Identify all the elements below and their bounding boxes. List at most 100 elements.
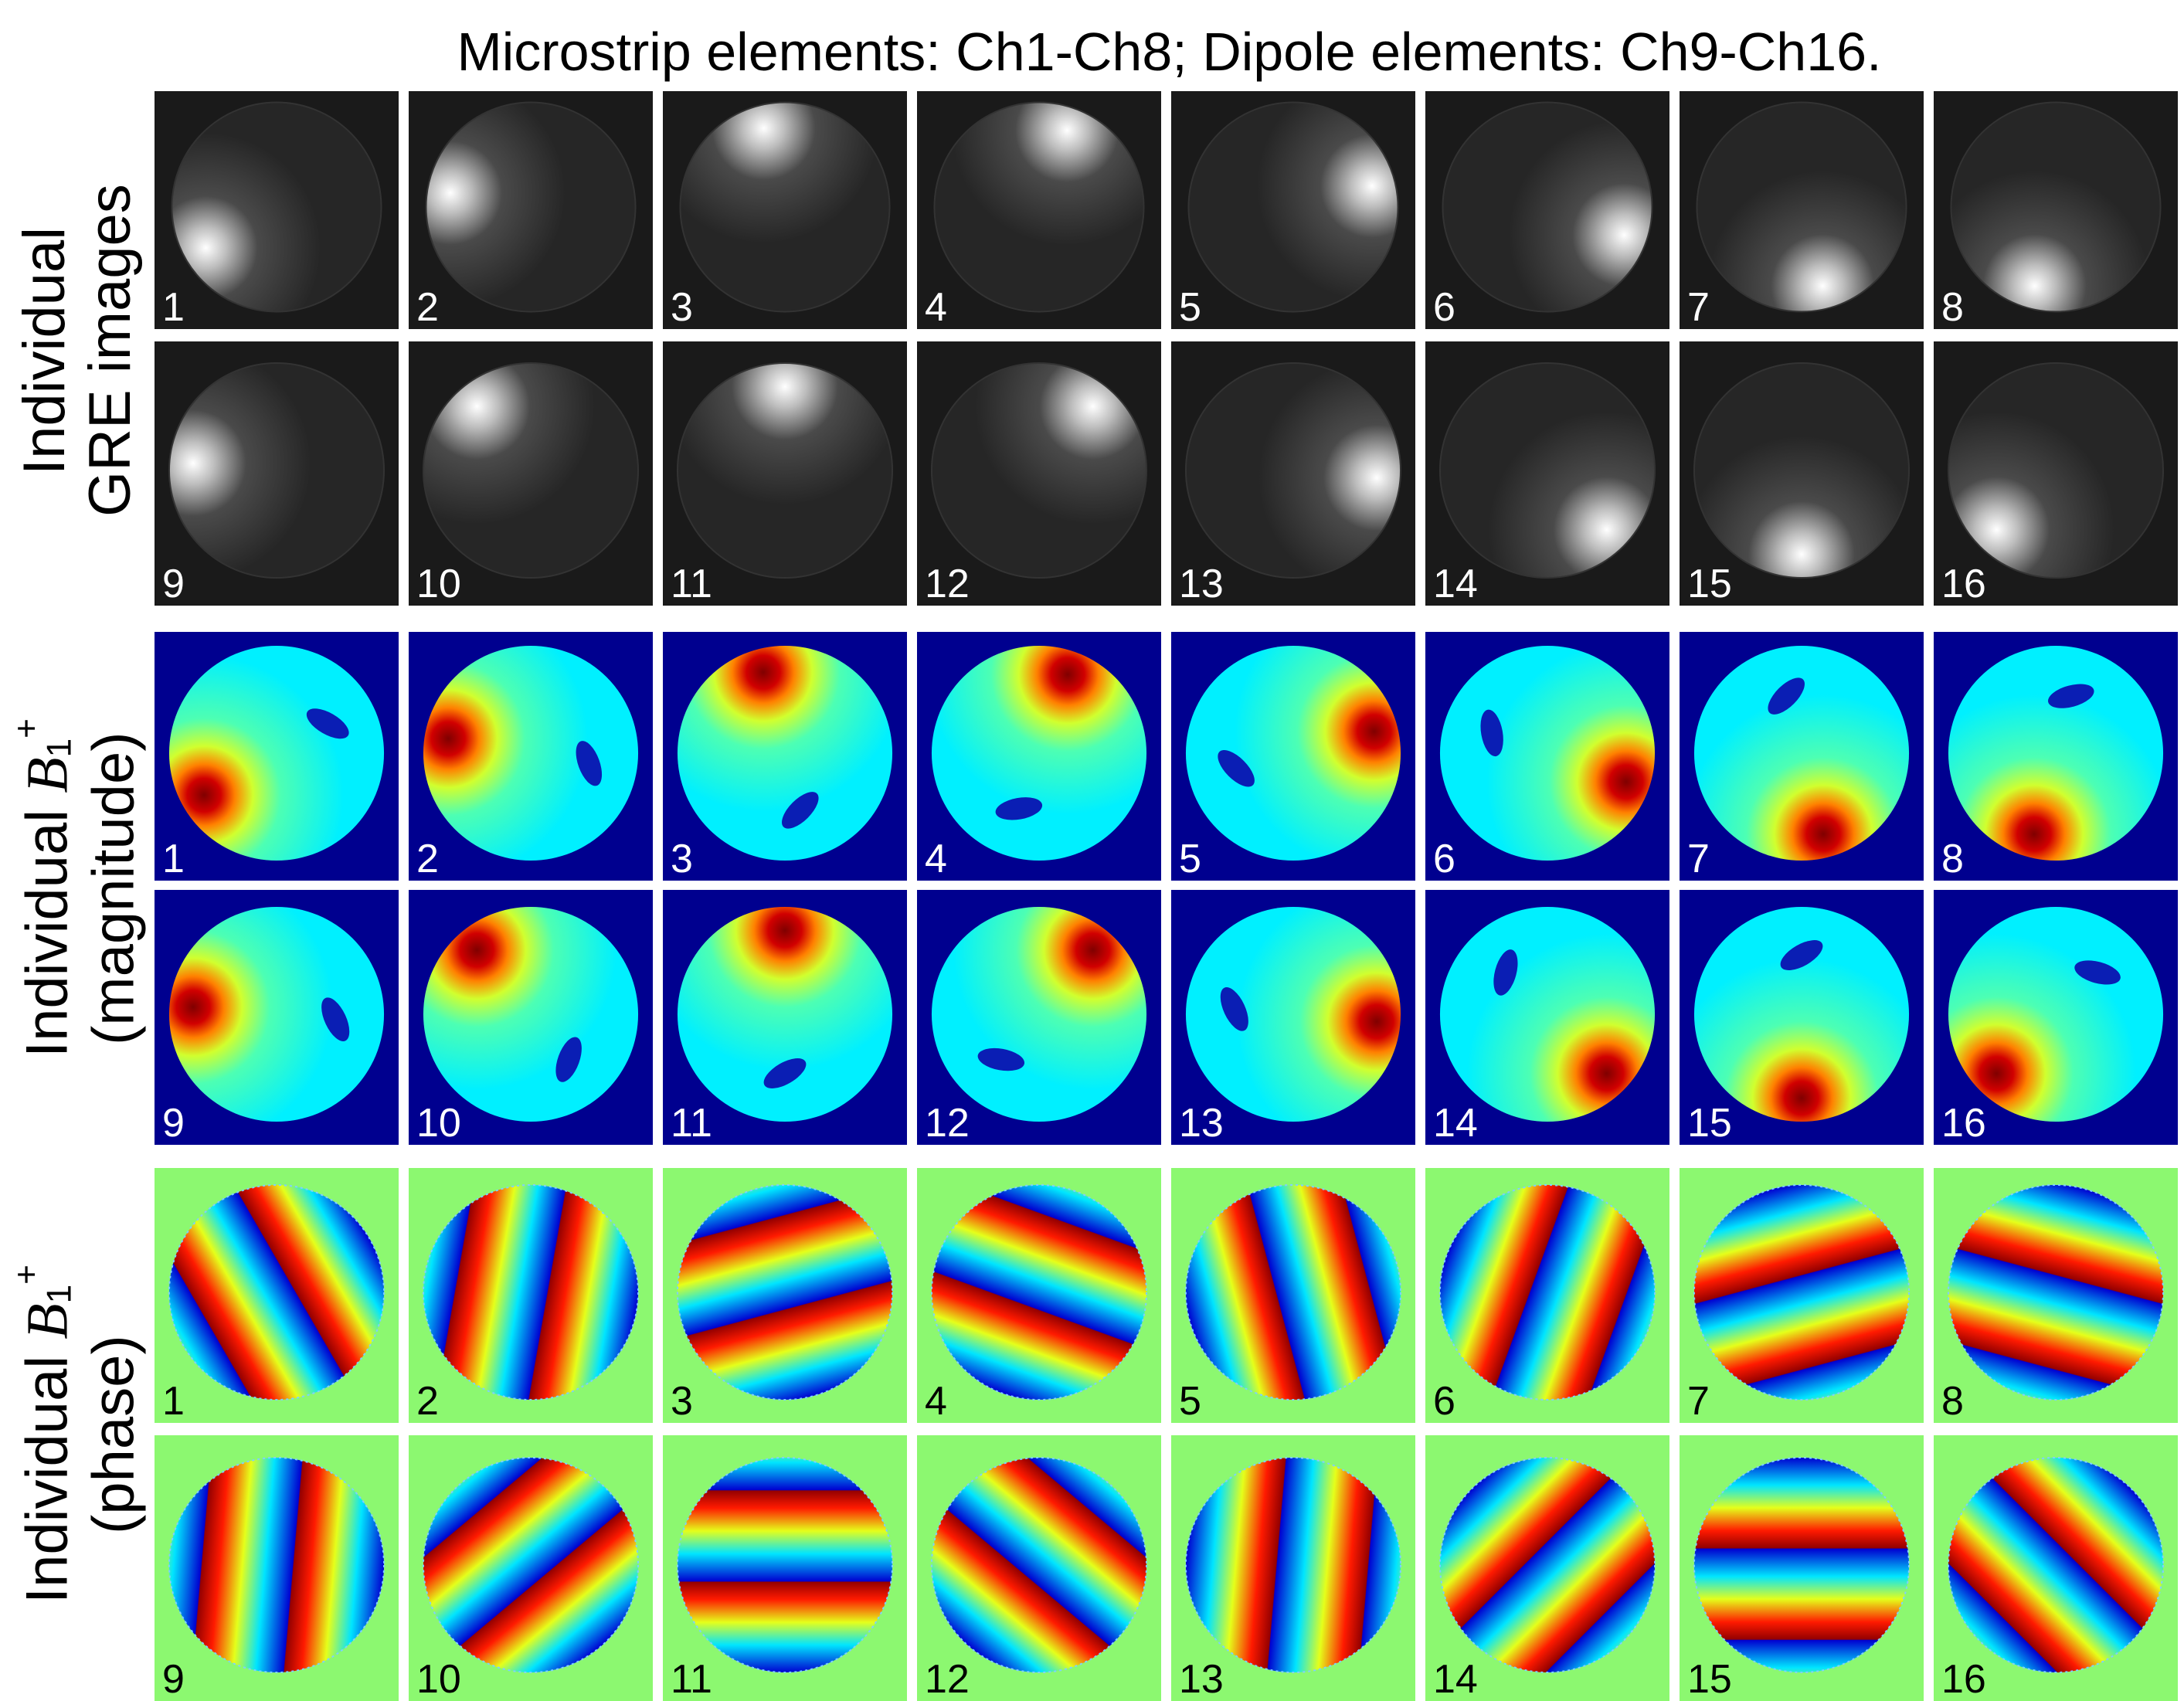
b1-magnitude-map-graphic [931,645,1147,861]
channel-number: 14 [1433,1101,1478,1145]
channel-number: 2 [416,285,439,329]
row-label-phase-sub: 1 [40,1285,79,1304]
gre-image-ch10: 10 [409,341,653,606]
b1-phase-map-graphic [422,1183,640,1401]
b1-phase-map-ch6: 6 [1425,1168,1669,1423]
gre-image-graphic [930,362,1148,579]
channel-number: 16 [1941,1101,1986,1145]
channel-number: 16 [1941,1657,1986,1701]
b1-magnitude-map-graphic [931,906,1147,1122]
b1-magnitude-map-graphic [1185,645,1401,861]
gre-image-ch15: 15 [1680,341,1924,606]
gre-image-graphic [1693,362,1911,579]
b1-magnitude-map-ch8: 8 [1934,632,2178,881]
channel-number: 9 [162,1101,185,1145]
gre-image-ch5: 5 [1171,91,1415,329]
gre-image-graphic [1187,101,1399,313]
channel-number: 4 [925,1379,947,1423]
gre-image-graphic [1442,101,1653,313]
row-label-phase: Individual B1+ (phase) [0,1168,155,1701]
channel-number: 13 [1179,1101,1224,1145]
channel-number: 10 [416,562,461,606]
b1-magnitude-map-graphic [1948,645,2164,861]
channel-number: 13 [1179,562,1224,606]
b1-phase-map-ch14: 14 [1425,1435,1669,1701]
gre-image-ch8: 8 [1934,91,2178,329]
b1-phase-map-graphic [1693,1456,1911,1674]
channel-number: 11 [671,1657,712,1701]
gre-image-graphic [168,362,386,579]
channel-number: 8 [1941,1379,1964,1423]
channel-number: 14 [1433,562,1478,606]
b1-phase-map-ch15: 15 [1680,1435,1924,1701]
channel-number: 9 [162,1657,185,1701]
gre-image-ch14: 14 [1425,341,1669,606]
channel-number: 2 [416,837,439,881]
gre-image-ch12: 12 [917,341,1161,606]
gre-image-graphic [679,101,891,313]
channel-number: 5 [1179,285,1201,329]
b1-phase-map-ch2: 2 [409,1168,653,1423]
gre-image-ch11: 11 [663,341,907,606]
b1-magnitude-map-graphic [677,645,893,861]
channel-number: 2 [416,1379,439,1423]
gre-image-graphic [422,362,640,579]
gre-image-ch2: 2 [409,91,653,329]
channel-number: 16 [1941,562,1986,606]
gre-image-ch13: 13 [1171,341,1415,606]
b1-phase-map-ch16: 16 [1934,1435,2178,1701]
b1-phase-map-graphic [168,1183,386,1401]
b1-magnitude-map-ch5: 5 [1171,632,1415,881]
gre-image-ch3: 3 [663,91,907,329]
channel-number: 4 [925,285,947,329]
gre-image-graphic [425,101,637,313]
channel-number: 7 [1687,1379,1710,1423]
b1-magnitude-map-ch14: 14 [1425,890,1669,1145]
channel-number: 15 [1687,1657,1732,1701]
b1-phase-map-ch12: 12 [917,1435,1161,1701]
channel-number: 7 [1687,837,1710,881]
row-label-magnitude-b: B [15,757,80,794]
row-label-phase-prefix: Individual [14,1339,80,1604]
channel-number: 3 [671,837,693,881]
b1-phase-map-graphic [930,1456,1148,1674]
b1-phase-map-graphic [676,1456,894,1674]
channel-number: 6 [1433,285,1455,329]
b1-magnitude-map-graphic [168,906,385,1122]
b1-magnitude-map-ch11: 11 [663,890,907,1145]
gre-image-graphic [1184,362,1402,579]
b1-phase-map-graphic [1438,1456,1656,1674]
gre-image-graphic [171,101,382,313]
b1-phase-map-ch1: 1 [155,1168,399,1423]
row-label-magnitude-line2: (magnitude) [80,732,147,1045]
b1-phase-map-ch4: 4 [917,1168,1161,1423]
b1-magnitude-map-ch3: 3 [663,632,907,881]
gre-image-ch4: 4 [917,91,1161,329]
row-label-magnitude: Individual B1+ (magnitude) [0,632,155,1145]
b1-phase-map-ch10: 10 [409,1435,653,1701]
gre-image-graphic [676,362,894,579]
channel-number: 1 [162,1379,185,1423]
channel-number: 1 [162,837,185,881]
b1-phase-map-ch11: 11 [663,1435,907,1701]
b1-magnitude-map-ch7: 7 [1680,632,1924,881]
b1-phase-map-ch7: 7 [1680,1168,1924,1423]
channel-number: 10 [416,1101,461,1145]
b1-magnitude-map-graphic [423,906,639,1122]
b1-magnitude-map-ch10: 10 [409,890,653,1145]
channel-number: 4 [925,837,947,881]
b1-magnitude-map-ch4: 4 [917,632,1161,881]
b1-magnitude-map-ch1: 1 [155,632,399,881]
b1-phase-map-ch8: 8 [1934,1168,2178,1423]
channel-number: 12 [925,1657,970,1701]
b1-phase-map-graphic [1693,1183,1911,1401]
channel-number: 9 [162,562,185,606]
b1-phase-map-graphic [1438,1183,1656,1401]
row-label-gre: Individual GRE images [0,91,155,610]
channel-number: 13 [1179,1657,1224,1701]
b1-phase-map-graphic [930,1183,1148,1401]
b1-phase-map-graphic [1947,1183,2165,1401]
gre-image-graphic [1696,101,1907,313]
b1-phase-map-graphic [168,1456,386,1674]
channel-number: 5 [1179,837,1201,881]
